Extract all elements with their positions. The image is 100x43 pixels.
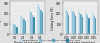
Bar [16, 27, 18, 34]
Bar [15, 25, 16, 34]
Bar [64, 7, 66, 34]
X-axis label: Depth of cut (mm): Depth of cut (mm) [14, 41, 41, 43]
Bar [33, 17, 35, 34]
Bar [67, 12, 68, 34]
Bar [22, 17, 23, 34]
Bar [37, 4, 39, 34]
Bar [72, 11, 74, 34]
Bar [74, 13, 75, 34]
Bar [78, 9, 79, 34]
Bar [71, 8, 72, 34]
Bar [80, 14, 82, 34]
Bar [20, 15, 22, 34]
Bar [85, 10, 86, 34]
Bar [32, 15, 33, 34]
X-axis label: Feed rate (mm/rev): Feed rate (mm/rev) [66, 41, 95, 43]
Bar [75, 16, 76, 34]
Bar [12, 22, 13, 34]
Bar [39, 7, 40, 34]
Legend: Conventional, UAL 0W, UAL 10W, UAL 20W: Conventional, UAL 0W, UAL 10W, UAL 20W [20, 38, 80, 42]
Bar [79, 12, 80, 34]
Bar [68, 15, 69, 34]
Y-axis label: Cutting Force (N): Cutting Force (N) [0, 6, 2, 30]
Bar [95, 18, 96, 34]
Bar [86, 13, 87, 34]
Bar [88, 18, 90, 34]
Bar [42, 12, 44, 34]
Y-axis label: Cutting Force (N): Cutting Force (N) [51, 6, 55, 30]
Bar [93, 14, 94, 34]
Bar [66, 10, 67, 34]
Bar [82, 17, 83, 34]
Bar [29, 10, 30, 34]
Bar [13, 24, 15, 34]
Bar [30, 12, 32, 34]
Bar [92, 11, 93, 34]
Bar [94, 16, 95, 34]
Bar [40, 10, 42, 34]
Bar [87, 15, 88, 34]
Bar [25, 21, 26, 34]
Bar [23, 19, 25, 34]
